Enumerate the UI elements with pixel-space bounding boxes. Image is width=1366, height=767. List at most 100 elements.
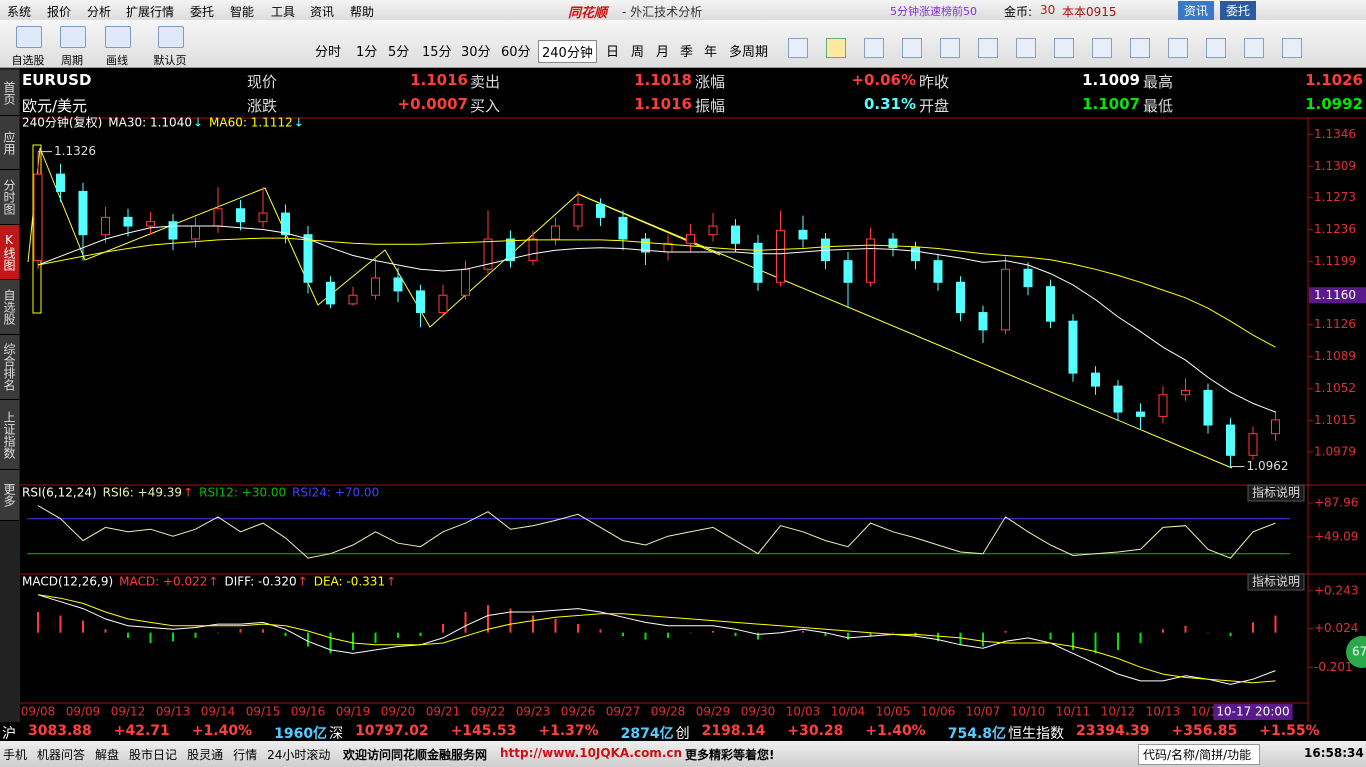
sidebar-tab[interactable]: 上证指数: [0, 400, 19, 470]
macd-bar: [419, 632, 422, 637]
site-url[interactable]: http://www.10JQKA.com.cn: [500, 746, 683, 760]
period-button[interactable]: 多周期: [729, 45, 769, 60]
macd-bar: [239, 629, 242, 633]
tool-icon[interactable]: [105, 26, 131, 48]
period-button[interactable]: 分时: [315, 45, 342, 60]
drawing-tool[interactable]: [940, 38, 960, 58]
macd-bar: [622, 632, 624, 637]
legend-arrow: ↓: [294, 116, 304, 130]
footer-link[interactable]: 机器问答: [37, 748, 86, 762]
x-tick-label: 09/20: [381, 705, 416, 719]
drawing-tool[interactable]: [788, 38, 808, 58]
drawing-tool[interactable]: [1206, 38, 1226, 58]
user-name[interactable]: 本本0915: [1062, 5, 1117, 19]
period-button[interactable]: 年: [704, 45, 718, 60]
sidebar: 首页 应用 分时图 K线图 自选股 综合排名 上证指数 更多: [0, 68, 20, 722]
quote-label: 卖出: [470, 73, 501, 91]
tool-icon[interactable]: [16, 26, 42, 48]
tool-label[interactable]: 默认页: [153, 54, 187, 67]
welcome-text: 欢迎访问同花顺金融服务网: [343, 748, 488, 762]
period-button[interactable]: 周: [631, 45, 645, 60]
sidebar-tab[interactable]: 综合排名: [0, 335, 19, 400]
sidebar-tab[interactable]: K线图: [0, 225, 19, 280]
y-tick-label: -0.201: [1314, 660, 1353, 674]
index-name: 深: [329, 726, 344, 742]
drawing-tool[interactable]: [1016, 38, 1036, 58]
help-box[interactable]: [1247, 484, 1305, 502]
tool-icon[interactable]: [60, 26, 86, 48]
help-button[interactable]: 指标说明: [1252, 574, 1300, 589]
menu-item[interactable]: 工具: [271, 5, 296, 19]
candle-body: [956, 281, 965, 314]
badge-circle[interactable]: [1346, 636, 1366, 668]
footer-link[interactable]: 股市日记: [129, 748, 178, 762]
x-tick-label: 09/09: [66, 705, 101, 719]
index-price: 2198.14: [701, 723, 766, 739]
period-button[interactable]: 60分: [501, 45, 531, 60]
drawing-tool[interactable]: [978, 38, 998, 58]
x-tick-label: 09/16: [291, 705, 326, 719]
candle-body: [596, 203, 605, 218]
period-button[interactable]: 季: [680, 45, 694, 60]
menu-item[interactable]: 扩展行情: [126, 5, 175, 19]
sidebar-tab[interactable]: 分时图: [0, 170, 19, 225]
drawing-tool[interactable]: [1244, 38, 1264, 58]
ticker[interactable]: 5分钟涨速榜前50: [890, 5, 977, 18]
x-tick-label: 09/27: [606, 705, 641, 719]
help-box[interactable]: [1247, 573, 1305, 591]
menu-item[interactable]: 系统: [7, 5, 32, 19]
tool-icon[interactable]: [158, 26, 184, 48]
drawing-tool[interactable]: [1092, 38, 1112, 58]
period-button[interactable]: 240分钟: [538, 40, 597, 63]
help-button[interactable]: 指标说明: [1252, 485, 1300, 500]
search-box[interactable]: 代码/名称/简拼/功能: [1138, 744, 1261, 765]
menu-item[interactable]: 分析: [87, 5, 112, 19]
macd-bar: [217, 632, 219, 634]
index-pct: +1.40%: [191, 723, 253, 739]
period-button[interactable]: 15分: [422, 45, 452, 60]
index-pct: +1.37%: [538, 723, 599, 739]
drawing-tool[interactable]: [1282, 38, 1302, 58]
sidebar-tab[interactable]: 应用: [0, 116, 19, 170]
quote-symbol: 欧元/美元: [22, 97, 88, 115]
drawing-tool[interactable]: [864, 38, 884, 58]
sidebar-tab[interactable]: 更多: [0, 470, 19, 521]
macd-bar: [329, 632, 332, 654]
macd-bar: [802, 630, 804, 633]
menu-item[interactable]: 智能: [230, 5, 255, 19]
drawing-tool[interactable]: [1168, 38, 1188, 58]
period-button[interactable]: 5分: [388, 45, 410, 60]
tool-label[interactable]: 周期: [61, 54, 83, 67]
menu-item[interactable]: 资讯: [310, 5, 335, 19]
candle-body: [416, 290, 425, 314]
menu-item[interactable]: 帮助: [350, 5, 375, 19]
macd-bar: [172, 632, 174, 642]
footer-link[interactable]: 24小时滚动: [267, 748, 331, 762]
period-button[interactable]: 1分: [356, 45, 378, 60]
drawing-tool[interactable]: [826, 38, 846, 58]
sidebar-tab[interactable]: 自选股: [0, 280, 19, 335]
menu-button[interactable]: 资讯: [1178, 1, 1215, 20]
footer-link[interactable]: 股灵通: [187, 748, 224, 762]
index-change: +145.53: [450, 723, 517, 739]
tool-label[interactable]: 画线: [106, 54, 128, 67]
period-button[interactable]: 月: [656, 45, 670, 60]
footer-link[interactable]: 手机: [3, 748, 28, 762]
menu-button[interactable]: 委托: [1220, 1, 1257, 20]
menu-item[interactable]: 委托: [190, 5, 215, 19]
candle-body: [371, 277, 380, 296]
period-button[interactable]: 30分: [461, 45, 491, 60]
sidebar-tab[interactable]: 首页: [0, 70, 19, 116]
indicator-line: [37, 505, 1276, 559]
footer-link[interactable]: 行情: [233, 748, 258, 762]
badge-text[interactable]: 67: [1352, 645, 1366, 659]
menu-item[interactable]: 报价: [47, 5, 72, 19]
drawing-tool[interactable]: [1054, 38, 1074, 58]
drawing-tool[interactable]: [1130, 38, 1150, 58]
tool-label[interactable]: 自选股: [11, 54, 45, 67]
drawing-tool[interactable]: [902, 38, 922, 58]
candle-body: [1226, 424, 1235, 456]
footer-link[interactable]: 解盘: [95, 748, 120, 762]
y-tick-label: 1.1199: [1314, 254, 1356, 268]
period-button[interactable]: 日: [606, 45, 620, 60]
